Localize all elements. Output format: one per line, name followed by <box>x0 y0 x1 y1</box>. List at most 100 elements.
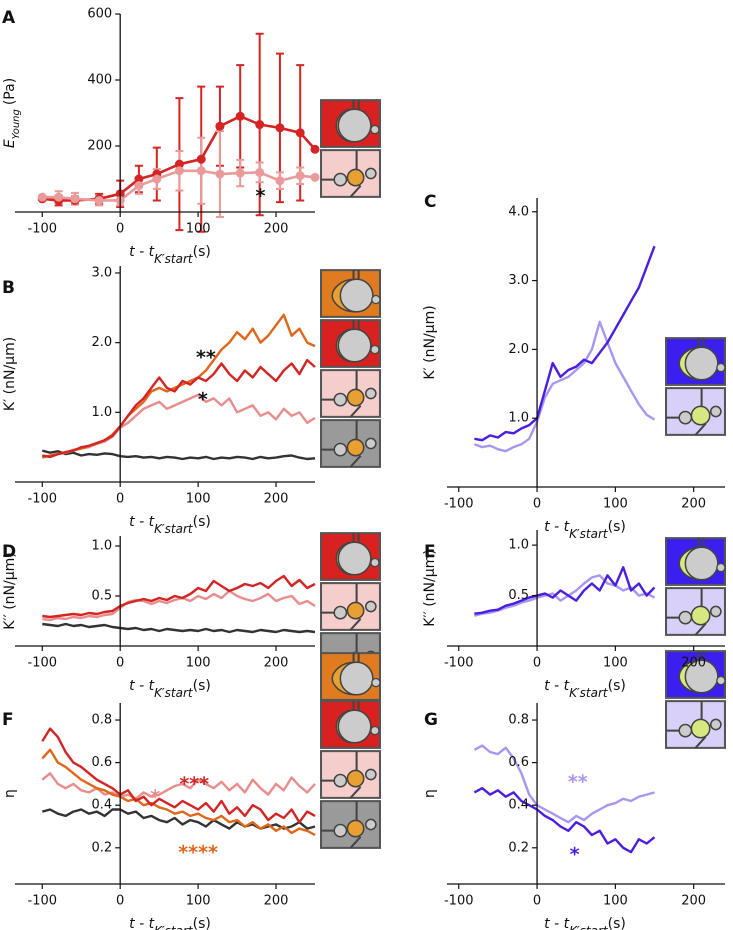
point <box>295 171 305 181</box>
x-axis-label: t - tK′start(s) <box>129 514 211 536</box>
y-tick-label: 0.2 <box>92 840 113 855</box>
x-axis-label-part: K′start <box>154 686 194 700</box>
y-tick-label: 0.6 <box>92 755 113 770</box>
x-axis-label-part: K′start <box>154 252 194 266</box>
x-axis-label-part: K′start <box>154 924 194 930</box>
y-axis-label: K′ (nN/μm) <box>422 305 438 379</box>
x-axis-label: t - tK′start(s) <box>544 916 626 930</box>
point <box>275 123 285 133</box>
point <box>94 195 104 205</box>
icon <box>665 387 726 436</box>
point <box>235 111 245 121</box>
point <box>295 128 305 138</box>
y-tick-label: 1.0 <box>92 405 113 420</box>
panel-label: B <box>2 278 15 298</box>
point <box>310 144 320 154</box>
panel: F -100 0 100 200 0.2 0.4 0.6 0.8 t - tK′start(s) η… <box>2 703 316 930</box>
icon <box>665 700 726 749</box>
point <box>174 159 184 169</box>
y-axis-label: K′ (nN/μm) <box>2 337 18 411</box>
y-tick-label: 0.4 <box>92 798 113 813</box>
x-tick-label: 0 <box>533 894 541 909</box>
x-tick-label: 100 <box>603 656 628 671</box>
panel: A -100 0 100 200 200 400 600 t - tK′start(s) EYou… <box>2 7 320 266</box>
x-axis-label-part: (s) <box>193 244 211 260</box>
x-tick-label: 0 <box>116 894 124 909</box>
annotation: * <box>150 786 160 808</box>
point <box>235 168 245 178</box>
y-tick-label: 0.2 <box>508 840 529 855</box>
point <box>70 194 80 204</box>
x-axis-label-part: (s) <box>193 514 211 530</box>
point <box>275 176 285 186</box>
x-tick-label: 0 <box>533 656 541 671</box>
icon <box>320 149 381 198</box>
x-axis-label-part: t - t <box>129 678 154 694</box>
point <box>196 166 206 176</box>
panel-label: E <box>424 542 436 562</box>
panel-label: F <box>2 710 14 730</box>
point <box>152 174 162 184</box>
series-line <box>42 589 316 622</box>
y-axis-label: K′′ (nN/μm) <box>2 552 18 630</box>
x-tick-label: 200 <box>681 497 706 512</box>
icon <box>320 369 381 418</box>
x-axis-label: t - tK′start(s) <box>129 916 211 930</box>
icon <box>320 269 381 318</box>
y-tick-label: 0.6 <box>508 755 529 770</box>
annotation: * <box>570 843 580 865</box>
x-tick-label: 100 <box>186 894 211 909</box>
x-axis-label-part: (s) <box>608 519 626 535</box>
y-axis-label-part: (Pa) <box>2 78 18 105</box>
x-axis-label: t - tK′start(s) <box>129 244 211 266</box>
point <box>255 120 265 130</box>
x-axis-label-part: t - t <box>129 244 154 260</box>
x-axis-label-part: K′start <box>154 522 194 536</box>
icon <box>665 337 726 386</box>
y-tick-label: 0.8 <box>92 713 113 728</box>
icon <box>665 587 726 636</box>
y-axis-label: η <box>422 789 438 798</box>
x-tick-label: 100 <box>186 492 211 507</box>
icon <box>320 319 381 368</box>
x-axis-label-part: K′start <box>569 924 609 930</box>
panel-label: C <box>424 192 436 212</box>
x-tick-label: 200 <box>681 656 706 671</box>
series-line <box>42 358 316 459</box>
x-tick-label: -100 <box>28 656 58 671</box>
y-axis-label: EYoung (Pa) <box>2 78 22 148</box>
panel: B -100 0 100 200 1.0 2.0 3.0 t - tK′start(s) K′ (… <box>2 265 316 536</box>
x-axis-label: t - tK′start(s) <box>129 678 211 700</box>
point <box>174 166 184 176</box>
series-line <box>474 566 656 615</box>
annotation: ** <box>196 347 216 369</box>
y-tick-label: 0.5 <box>508 588 529 603</box>
annotation: * <box>198 388 208 410</box>
x-tick-label: 200 <box>264 656 289 671</box>
series-line <box>42 574 316 619</box>
series-line <box>41 772 316 800</box>
x-axis-label-part: t - t <box>129 514 154 530</box>
x-axis-label-part: t - t <box>544 916 569 930</box>
x-axis-label-part: (s) <box>193 916 211 930</box>
x-tick-label: 200 <box>264 492 289 507</box>
annotation: ** <box>568 771 588 793</box>
series-line <box>474 574 656 617</box>
icon <box>320 99 381 148</box>
panel: D -100 0 100 200 0.5 1.0 t - tK′start(s) K′′ (nN… <box>2 536 316 700</box>
annotation: *** <box>179 773 209 795</box>
x-axis-label-part: K′start <box>569 686 609 700</box>
x-tick-label: 100 <box>186 222 211 237</box>
x-axis-label-part: t - t <box>544 678 569 694</box>
x-tick-label: 100 <box>186 656 211 671</box>
series-line <box>42 622 316 634</box>
point <box>134 181 144 191</box>
series-line <box>473 320 656 453</box>
series-line <box>473 744 655 824</box>
icon <box>320 532 381 581</box>
point <box>310 172 320 182</box>
x-tick-label: 100 <box>603 894 628 909</box>
point <box>54 192 64 202</box>
